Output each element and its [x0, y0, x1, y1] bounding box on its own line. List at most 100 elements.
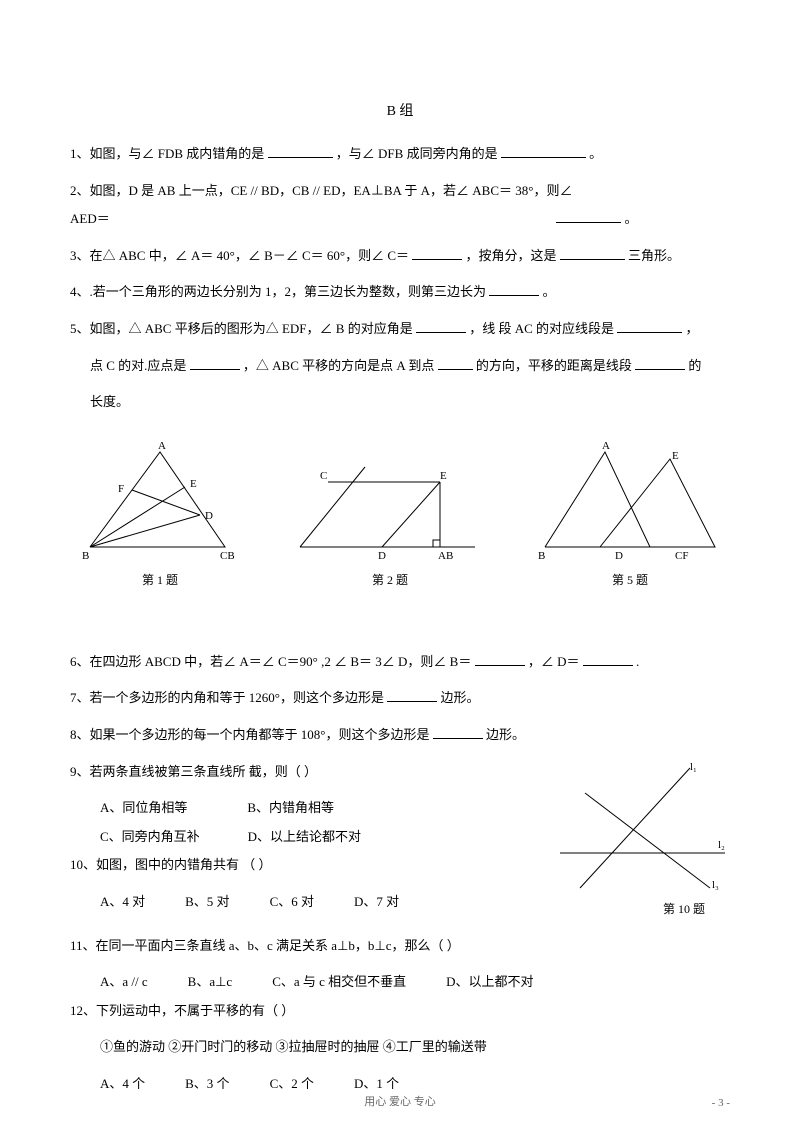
figure-5: A E B D CF 第 5 题	[530, 437, 730, 588]
q2-line1: 2、如图，D 是 AB 上一点，CE // BD，CB // ED，EA⊥BA …	[70, 183, 572, 198]
fig2-D: D	[378, 550, 386, 562]
q4-b: 。	[543, 284, 556, 299]
q8-b: 边形。	[486, 727, 525, 742]
q10-A: A、4 对	[100, 888, 145, 917]
q6-blank1	[475, 652, 525, 666]
q8-a: 8、如果一个多边形的每一个内角都等于 108°，则这个多边形是	[70, 727, 429, 742]
q8: 8、如果一个多边形的每一个内角都等于 108°，则这个多边形是 边形。	[70, 721, 730, 750]
q5-l3: 长度。	[90, 388, 730, 417]
fig2-AB: AB	[438, 550, 453, 562]
figure-2-svg: C E D AB	[290, 437, 490, 567]
q6-c: .	[636, 654, 639, 669]
q2-line2a: AED＝	[70, 211, 110, 226]
q11-D: D、以上都不对	[446, 968, 533, 997]
q5-l2a: 点 C 的对.应点是	[90, 358, 186, 373]
figure-2: C E D AB 第 2 题	[290, 437, 490, 588]
q10-stem: 10、如图，图中的内错角共有 （ ）	[70, 851, 540, 880]
q9-D: D、以上结论都不对	[248, 823, 361, 852]
q1-prefix: 1、如图，与∠ FDB 成内错角的是	[70, 146, 264, 161]
fig1-B: B	[82, 550, 89, 562]
q9-stem: 9、若两条直线被第三条直线所 截，则（ ）	[70, 758, 540, 787]
q1-blank2	[501, 144, 586, 158]
q7-blank	[387, 688, 437, 702]
q5-l2d: 的	[688, 358, 701, 373]
q5-l1b: ，线 段 AC 的对应线段是	[469, 321, 614, 336]
q11-stem: 11、在同一平面内三条直线 a、b、c 满足关系 a⊥b，b⊥c，那么（ ）	[70, 932, 730, 961]
q11-B: B、a⊥c	[188, 968, 233, 997]
fig10-l2: l₂	[718, 839, 725, 851]
q5-blank2	[617, 319, 682, 333]
figure-5-caption: 第 5 题	[530, 571, 730, 588]
fig2-E: E	[440, 470, 447, 482]
q5-l2: 点 C 的对.应点是 ，△ ABC 平移的方向是点 A 到点 的方向，平移的距离…	[90, 352, 730, 381]
q7-b: 边形。	[440, 690, 479, 705]
q5-l3t: 长度。	[90, 394, 129, 409]
q6-a: 6、在四边形 ABCD 中，若∠ A＝∠ C＝90° ,2 ∠ B＝ 3∠ D，…	[70, 654, 471, 669]
q6-blank2	[583, 652, 633, 666]
q2-blank	[556, 209, 621, 223]
q3-blank1	[412, 246, 462, 260]
q6: 6、在四边形 ABCD 中，若∠ A＝∠ C＝90° ,2 ∠ B＝ 3∠ D，…	[70, 648, 730, 677]
figure-1-svg: A B CB F E D	[70, 437, 250, 567]
q11-choices: A、a // c B、a⊥c C、a 与 c 相交但不垂直 D、以上都不对	[100, 968, 730, 997]
q2: 2、如图，D 是 AB 上一点，CE // BD，CB // ED，EA⊥BA …	[70, 177, 730, 206]
q5-blank3	[190, 356, 240, 370]
figure-1: A B CB F E D 第 1 题	[70, 437, 250, 588]
figure-5-svg: A E B D CF	[530, 437, 730, 567]
q12-stem: 12、下列运动中，不属于平移的有（ ）	[70, 997, 730, 1026]
fig5-E: E	[672, 450, 679, 462]
q9-B: B、内错角相等	[247, 794, 334, 823]
q5-l2c: 的方向，平移的距离是线段	[476, 358, 632, 373]
q2-line2b: 。	[624, 211, 637, 226]
fig5-CF: CF	[675, 550, 688, 562]
q4-blank	[489, 282, 539, 296]
q1-suffix: 。	[589, 146, 602, 161]
q9-choices: A、同位角相等 B、内错角相等	[100, 794, 540, 823]
q5-l1: 5、如图，△ ABC 平移后的图形为△ EDF，∠ B 的对应角是 ，线 段 A…	[70, 315, 730, 344]
q7: 7、若一个多边形的内角和等于 1260°，则这个多边形是 边形。	[70, 684, 730, 713]
q6-b: ，∠ D＝	[528, 654, 580, 669]
q5-blank1	[416, 319, 466, 333]
figure-10-caption: 第 10 题	[560, 900, 730, 917]
fig10-l1: l₁	[690, 761, 697, 773]
q2b: AED＝ 。	[70, 205, 730, 234]
figure-2-caption: 第 2 题	[290, 571, 490, 588]
q8-blank	[433, 725, 483, 739]
fig10-l3: l₃	[712, 879, 719, 891]
q12-items: ①鱼的游动 ②开门时门的移动 ③拉抽屉时的抽屉 ④工厂里的输送带	[100, 1033, 730, 1062]
fig1-A: A	[158, 440, 166, 452]
q3-a: 3、在△ ABC 中，∠ A＝ 40°，∠ B－∠ C＝ 60°，则∠ C＝	[70, 248, 409, 263]
q9-choices2: C、同旁内角互补 D、以上结论都不对	[100, 823, 540, 852]
q5-l1a: 5、如图，△ ABC 平移后的图形为△ EDF，∠ B 的对应角是	[70, 321, 413, 336]
fig1-E: E	[190, 478, 197, 490]
fig5-D: D	[615, 550, 623, 562]
figures-row: A B CB F E D 第 1 题 C E D AB	[70, 437, 730, 588]
q4: 4、.若一个三角形的两边长分别为 1，2，第三边长为整数，则第三边长为 。	[70, 278, 730, 307]
footer-text: 用心 爱心 专心	[0, 1093, 800, 1109]
q5-l1c: ，	[686, 321, 699, 336]
fig1-D: D	[205, 510, 213, 522]
q11-A: A、a // c	[100, 968, 148, 997]
q10-B: B、5 对	[185, 888, 229, 917]
q5-l2b: ，△ ABC 平移的方向是点 A 到点	[243, 358, 434, 373]
q10-D: D、7 对	[354, 888, 399, 917]
q5-blank4	[438, 356, 473, 370]
figure-1-caption: 第 1 题	[70, 571, 250, 588]
q7-a: 7、若一个多边形的内角和等于 1260°，则这个多边形是	[70, 690, 384, 705]
q11-C: C、a 与 c 相交但不垂直	[272, 968, 406, 997]
q1-mid: ，与∠ DFB 成同旁内角的是	[336, 146, 498, 161]
group-title: B 组	[70, 100, 730, 120]
page-number: - 3 -	[712, 1097, 730, 1109]
q10-choices: A、4 对 B、5 对 C、6 对 D、7 对	[100, 888, 540, 917]
q1: 1、如图，与∠ FDB 成内错角的是 ，与∠ DFB 成同旁内角的是 。	[70, 140, 730, 169]
q3-c: 三角形。	[628, 248, 680, 263]
q4-a: 4、.若一个三角形的两边长分别为 1，2，第三边长为整数，则第三边长为	[70, 284, 486, 299]
q9-A: A、同位角相等	[100, 794, 187, 823]
fig2-C: C	[320, 470, 327, 482]
fig5-B: B	[538, 550, 545, 562]
q10-C: C、6 对	[270, 888, 314, 917]
fig1-F: F	[118, 483, 124, 495]
q3-blank2	[560, 246, 625, 260]
fig5-A: A	[602, 440, 610, 452]
figure-10-svg: l₁ l₂ l₃	[560, 758, 730, 898]
